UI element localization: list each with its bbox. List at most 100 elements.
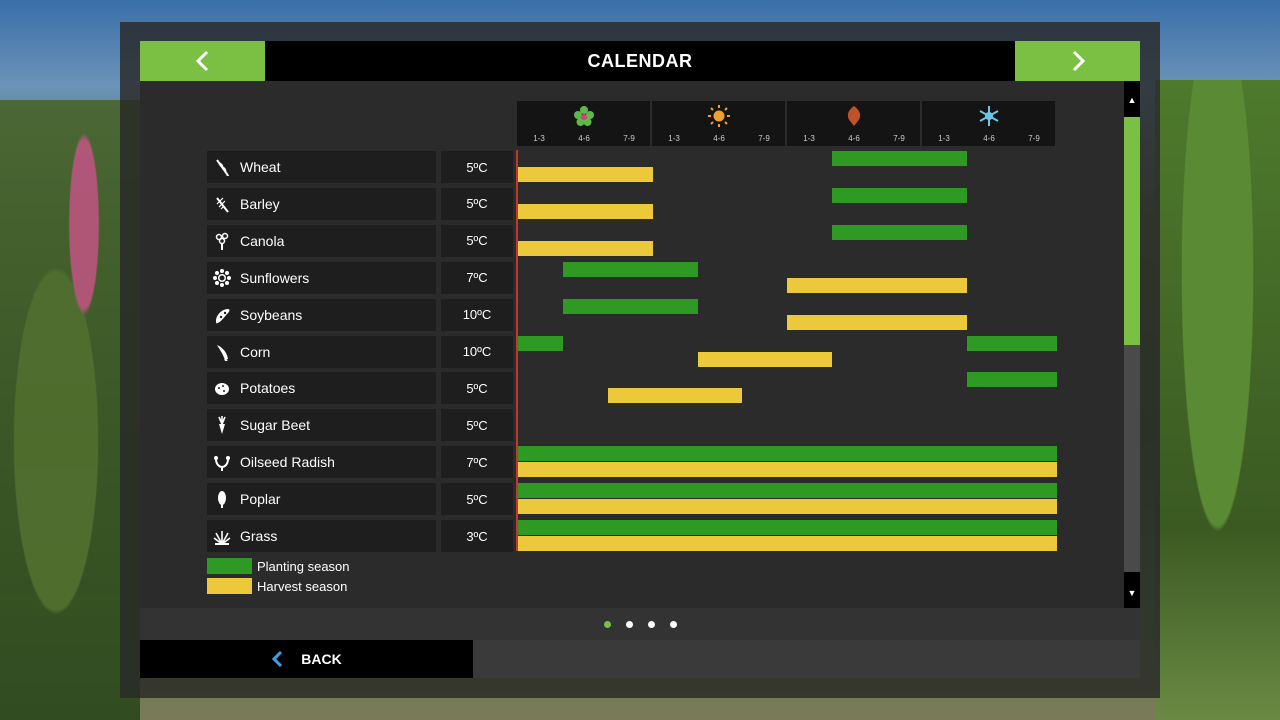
plant-bar-oilseed-radish — [518, 446, 1057, 462]
crop-icon-wrap — [207, 336, 237, 368]
month-label: 1-3 — [938, 134, 950, 143]
season-autumn: 1-3 4-6 7-9 — [787, 101, 920, 146]
wheat-icon — [216, 159, 230, 176]
oilseed-radish-icon — [214, 456, 230, 472]
page-indicator — [140, 608, 1140, 640]
crop-name: Sugar Beet — [240, 417, 311, 434]
plant-bar-grass — [518, 520, 1057, 535]
soybean-icon — [216, 308, 230, 323]
crop-germination-temp: 5ºC — [441, 224, 513, 257]
poplar-icon — [218, 491, 226, 509]
crop-icon-wrap — [207, 520, 237, 552]
season-header: 1-3 4-6 7-9 1-3 4-6 7-9 1-3 4-6 7-9 1-3 4-6 7-9 — [517, 101, 1057, 146]
harvest-bar-wheat — [518, 167, 653, 182]
month-label: 1-3 — [668, 134, 680, 143]
current-date-marker — [516, 150, 518, 551]
month-label: 1-3 — [803, 134, 815, 143]
barley-icon — [216, 197, 229, 213]
scrollbar[interactable]: ▲ ▼ — [1124, 81, 1140, 608]
crop-name-cell[interactable]: Oilseed Radish — [207, 446, 436, 479]
crop-name: Poplar — [240, 491, 281, 508]
month-label: 4-6 — [983, 134, 995, 143]
season-icon-wrap — [517, 103, 650, 129]
harvest-bar-potatoes — [607, 388, 743, 404]
background-tree-right — [1155, 80, 1280, 720]
legend-item-planting: Planting season — [207, 556, 350, 576]
harvest-bar-canola — [518, 240, 653, 256]
grass-icon — [213, 531, 231, 545]
crop-name-cell[interactable]: Corn — [207, 335, 436, 368]
crop-row-canola: Canola 5ºC — [207, 224, 513, 257]
harvest-bar-soybeans — [787, 314, 967, 330]
previous-page-button[interactable] — [140, 41, 265, 81]
month-label: 4-6 — [578, 134, 590, 143]
crop-name-cell[interactable]: Grass — [207, 520, 436, 552]
chevron-left-icon — [272, 650, 283, 668]
crop-name-cell[interactable]: Sugar Beet — [207, 409, 436, 442]
season-winter: 1-3 4-6 7-9 — [922, 101, 1055, 146]
crop-icon-wrap — [207, 446, 237, 478]
plant-bar-wheat — [832, 151, 967, 166]
crop-germination-temp: 5ºC — [441, 409, 513, 442]
legend: Planting season Harvest season — [207, 556, 350, 596]
crop-name-cell[interactable]: Poplar — [207, 483, 436, 516]
plant-bar-potatoes — [967, 372, 1057, 388]
crop-row-barley: Barley 5ºC — [207, 187, 513, 220]
crop-name-cell[interactable]: Potatoes — [207, 372, 436, 405]
crop-germination-temp: 5ºC — [441, 372, 513, 405]
potato-icon — [215, 383, 229, 396]
page-dot[interactable] — [625, 620, 633, 628]
crop-name-cell[interactable]: Soybeans — [207, 298, 436, 331]
back-button[interactable]: BACK — [140, 640, 473, 678]
crop-row-wheat: Wheat 5ºC — [207, 151, 513, 183]
canola-icon — [215, 232, 229, 250]
month-label: 7-9 — [893, 134, 905, 143]
plant-bar-canola — [832, 224, 967, 240]
month-label: 4-6 — [713, 134, 725, 143]
planting-swatch — [207, 558, 252, 574]
crop-germination-temp: 10ºC — [441, 335, 513, 368]
scroll-up-arrow-icon[interactable]: ▲ — [1127, 95, 1137, 105]
crop-germination-temp: 5ºC — [441, 187, 513, 220]
legend-label-planting: Planting season — [257, 558, 350, 574]
month-label: 4-6 — [848, 134, 860, 143]
crop-name-cell[interactable]: Wheat — [207, 151, 436, 183]
month-label: 7-9 — [758, 134, 770, 143]
crop-name-cell[interactable]: Sunflowers — [207, 261, 436, 294]
season-icon-wrap — [787, 103, 920, 129]
sunflower-icon — [213, 268, 231, 287]
month-label: 7-9 — [623, 134, 635, 143]
page-dot[interactable] — [647, 620, 655, 628]
scroll-down-arrow-icon[interactable]: ▼ — [1127, 588, 1137, 598]
crop-row-grass: Grass 3ºC — [207, 520, 513, 552]
crop-name: Barley — [240, 195, 280, 212]
blossom-icon — [573, 106, 594, 126]
crop-row-potatoes: Potatoes 5ºC — [207, 372, 513, 405]
crop-icon-wrap — [207, 299, 237, 331]
crop-name: Corn — [240, 343, 271, 360]
crop-row-soybeans: Soybeans 10ºC — [207, 298, 513, 331]
next-page-button[interactable] — [1015, 41, 1140, 81]
harvest-bar-corn — [697, 351, 833, 367]
chevron-right-icon — [1072, 50, 1085, 72]
crop-row-oilseed-radish: Oilseed Radish 7ºC — [207, 446, 513, 479]
plant-bar-barley — [832, 187, 967, 203]
scrollbar-thumb[interactable] — [1124, 117, 1140, 345]
sun-icon — [707, 105, 730, 127]
month-label: 1-3 — [533, 134, 545, 143]
crop-name-cell[interactable]: Barley — [207, 187, 436, 220]
harvest-bar-sunflowers — [787, 277, 967, 293]
season-icon-wrap — [922, 103, 1055, 129]
month-label: 7-9 — [1028, 134, 1040, 143]
crop-icon-wrap — [207, 372, 237, 404]
page-dot[interactable] — [669, 620, 677, 628]
crop-name: Soybeans — [240, 306, 303, 323]
harvest-bar-oilseed-radish — [518, 462, 1057, 478]
crop-icon-wrap — [207, 151, 237, 183]
crop-name-cell[interactable]: Canola — [207, 224, 436, 257]
scrollbar-rail[interactable] — [1124, 117, 1140, 572]
page-dot[interactable] — [603, 620, 611, 628]
harvest-bar-grass — [518, 536, 1057, 551]
crop-germination-temp: 7ºC — [441, 261, 513, 294]
crop-icon-wrap — [207, 409, 237, 441]
